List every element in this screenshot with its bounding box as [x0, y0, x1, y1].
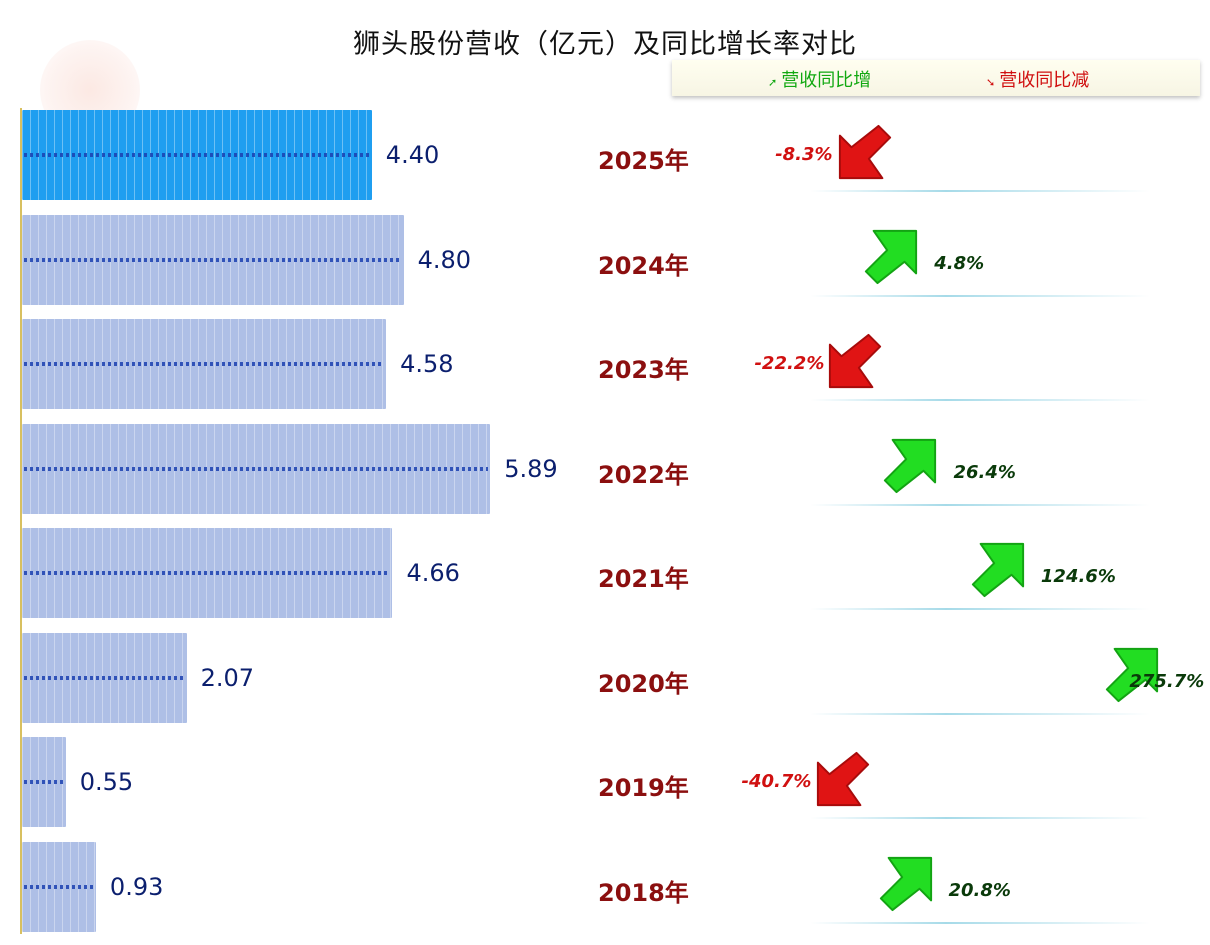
- growth-down-arrow-icon: [816, 751, 869, 807]
- year-label: 2018年: [598, 878, 689, 907]
- legend-up-arrow-icon: ➚: [768, 76, 778, 89]
- growth-rate-label: 275.7%: [1129, 670, 1205, 692]
- legend-down-label: 营收同比减: [999, 70, 1090, 91]
- growth-rate-label: 26.4%: [953, 461, 1016, 483]
- growth-down-arrow-icon: [829, 333, 882, 389]
- growth-down-arrow-icon: [839, 124, 892, 180]
- y-axis-line: [20, 108, 22, 934]
- bar-texture: [24, 780, 64, 784]
- bar-value-label: 4.80: [417, 245, 472, 274]
- bar-value-label: 4.40: [385, 141, 440, 169]
- legend-up-label: 营收同比增: [781, 70, 872, 91]
- chart-title: 狮头股份营收（亿元）及同比增长率对比: [353, 29, 857, 60]
- up-arrow-mark: [865, 229, 918, 284]
- bar-value-label: 0.55: [79, 768, 134, 796]
- bar-texture: [24, 257, 402, 262]
- revenue-bar: [22, 110, 372, 200]
- bar-texture: [24, 153, 370, 157]
- bar-texture: [24, 884, 94, 889]
- legend-down-arrow-icon: ➘: [986, 76, 996, 89]
- row-separator: [810, 399, 1150, 401]
- row-separator: [810, 712, 1150, 715]
- row-separator: [810, 608, 1150, 610]
- bar-value-label: 0.93: [109, 872, 164, 901]
- row-separator: [810, 921, 1150, 924]
- growth-up-arrow-icon: [971, 542, 1024, 598]
- bar-value-label: 4.66: [406, 559, 460, 587]
- legend-item-decrease: ➘ 营收同比减: [986, 66, 1089, 92]
- legend: ➚ 营收同比增 ➘ 营收同比减: [672, 60, 1200, 96]
- growth-rate-label: -8.3%: [775, 144, 833, 165]
- bar-texture: [24, 571, 391, 575]
- down-arrow-mark: [829, 333, 882, 389]
- row-separator: [810, 294, 1150, 297]
- growth-up-arrow-icon: [1106, 647, 1159, 702]
- year-label: 2023年: [598, 356, 689, 384]
- year-label: 2019年: [598, 774, 689, 802]
- row-separator: [810, 817, 1150, 819]
- year-label: 2020年: [598, 669, 689, 698]
- revenue-bar: [22, 632, 187, 723]
- revenue-bar: [22, 737, 66, 827]
- bar-value-label: 2.07: [200, 663, 254, 692]
- growth-up-arrow-icon: [879, 856, 932, 911]
- legend-item-increase: ➚ 营收同比增: [768, 66, 871, 92]
- bar-texture: [24, 675, 185, 680]
- growth-up-arrow-icon: [865, 229, 918, 284]
- up-arrow-mark: [971, 542, 1024, 598]
- up-arrow-mark: [884, 438, 937, 493]
- down-arrow-mark: [839, 124, 892, 180]
- bar-texture: [24, 362, 385, 366]
- revenue-bar: [22, 528, 393, 618]
- revenue-bar: [22, 319, 387, 409]
- growth-rate-label: -22.2%: [754, 353, 825, 374]
- bar-value-label: 4.58: [400, 350, 454, 378]
- row-separator: [810, 503, 1150, 506]
- growth-rate-label: 4.8%: [934, 252, 985, 274]
- revenue-bar: [22, 841, 96, 932]
- year-label: 2024年: [598, 251, 689, 280]
- bar-value-label: 5.89: [504, 454, 558, 483]
- up-arrow-mark: [879, 856, 932, 911]
- row-separator: [810, 190, 1150, 192]
- bar-texture: [24, 466, 489, 471]
- year-label: 2021年: [598, 565, 689, 593]
- down-arrow-mark: [816, 751, 869, 807]
- revenue-bar: [22, 214, 404, 305]
- up-arrow-mark: [1106, 647, 1159, 702]
- year-label: 2022年: [598, 460, 689, 489]
- growth-rate-label: 20.8%: [948, 879, 1011, 901]
- revenue-bar: [22, 423, 491, 514]
- growth-rate-label: 124.6%: [1040, 566, 1116, 587]
- year-label: 2025年: [598, 147, 689, 175]
- growth-rate-label: -40.7%: [741, 771, 812, 792]
- growth-up-arrow-icon: [884, 438, 937, 493]
